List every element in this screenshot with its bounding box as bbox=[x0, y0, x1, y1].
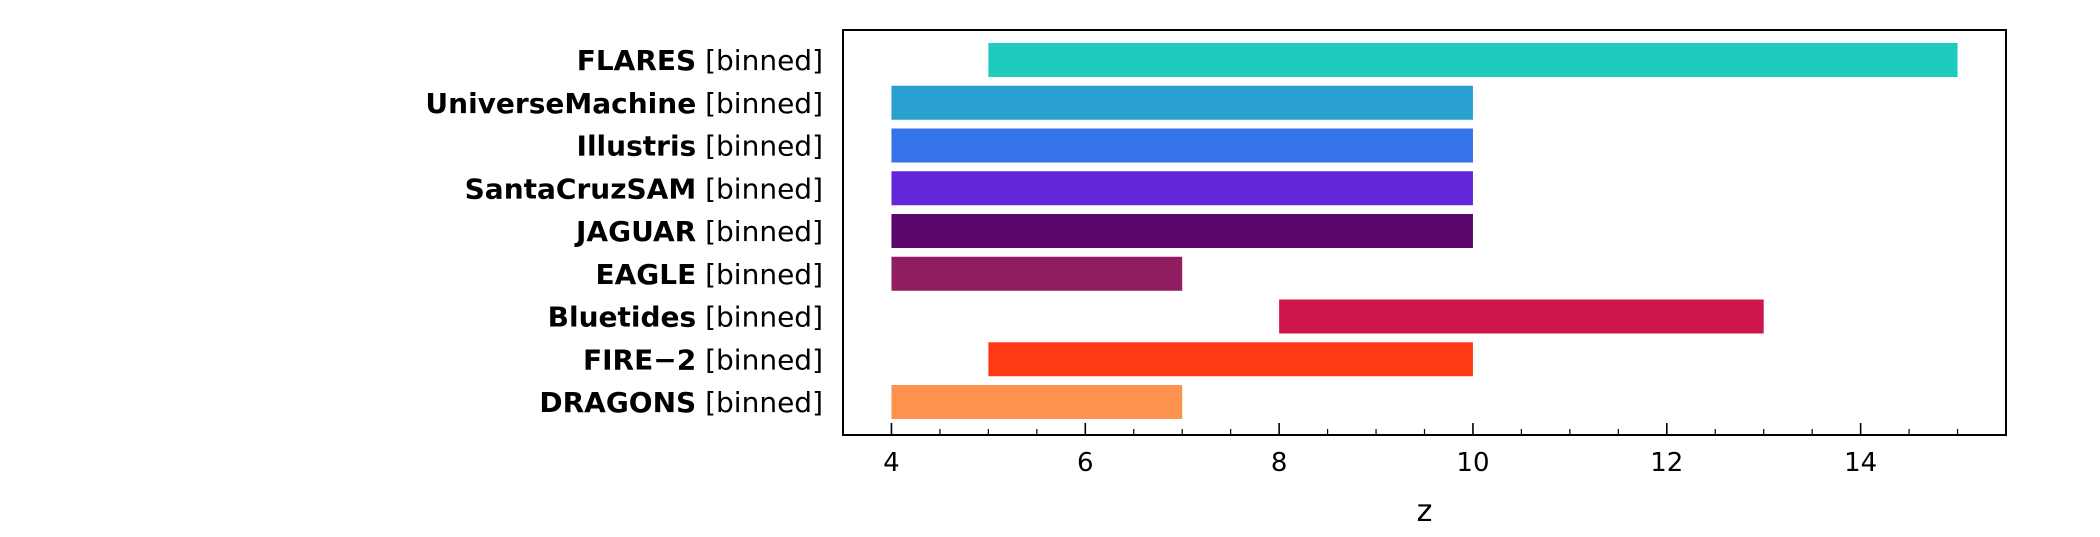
row-tag-santacruzsam: [binned] bbox=[696, 172, 823, 205]
x-tick-label-6: 6 bbox=[1077, 448, 1094, 478]
bars-layer bbox=[891, 43, 1958, 419]
row-name-jaguar: JAGUAR bbox=[574, 215, 696, 248]
row-label-bluetides: Bluetides [binned] bbox=[548, 301, 823, 334]
row-name-illustris: Illustris bbox=[577, 130, 697, 163]
row-label-universemachine: UniverseMachine [binned] bbox=[425, 87, 823, 120]
row-name-flares: FLARES bbox=[577, 44, 697, 77]
row-name-eagle: EAGLE bbox=[595, 258, 696, 291]
bar-flares bbox=[988, 43, 1958, 77]
row-label-santacruzsam: SantaCruzSAM [binned] bbox=[465, 172, 823, 205]
row-label-illustris: Illustris [binned] bbox=[577, 130, 823, 163]
bar-santacruzsam bbox=[891, 171, 1473, 206]
row-tag-universemachine: [binned] bbox=[696, 87, 823, 120]
row-label-jaguar: JAGUAR [binned] bbox=[574, 215, 823, 248]
row-tag-fire-2: [binned] bbox=[696, 343, 823, 376]
row-label-flares: FLARES [binned] bbox=[577, 44, 823, 77]
row-name-bluetides: Bluetides bbox=[548, 301, 697, 334]
x-tick-label-8: 8 bbox=[1271, 448, 1288, 478]
x-tick-label-4: 4 bbox=[883, 448, 900, 478]
bar-fire-2 bbox=[988, 342, 1473, 377]
labels-layer: FLARES [binned]UniverseMachine [binned]I… bbox=[425, 44, 823, 419]
row-tag-eagle: [binned] bbox=[696, 258, 823, 291]
row-tag-jaguar: [binned] bbox=[696, 215, 823, 248]
row-label-dragons: DRAGONS [binned] bbox=[539, 386, 823, 419]
row-tag-dragons: [binned] bbox=[696, 386, 823, 419]
x-tick-label-14: 14 bbox=[1844, 448, 1877, 478]
row-label-eagle: EAGLE [binned] bbox=[595, 258, 823, 291]
bar-illustris bbox=[891, 128, 1473, 163]
x-tick-label-10: 10 bbox=[1456, 448, 1489, 478]
bar-dragons bbox=[891, 385, 1183, 419]
row-tag-illustris: [binned] bbox=[696, 130, 823, 163]
x-axis-label: z bbox=[1417, 494, 1433, 529]
bar-universemachine bbox=[891, 85, 1473, 120]
x-tick-label-12: 12 bbox=[1650, 448, 1683, 478]
row-label-fire-2: FIRE−2 [binned] bbox=[583, 343, 823, 376]
row-name-santacruzsam: SantaCruzSAM bbox=[465, 172, 697, 205]
row-name-universemachine: UniverseMachine bbox=[425, 87, 696, 120]
row-name-fire-2: FIRE−2 bbox=[583, 343, 696, 376]
bar-jaguar bbox=[891, 214, 1473, 248]
ticks-layer: 4 6 8 10 12 14 bbox=[842, 423, 2007, 478]
bar-eagle bbox=[891, 256, 1183, 291]
bar-bluetides bbox=[1279, 299, 1764, 334]
row-tag-flares: [binned] bbox=[696, 44, 823, 77]
row-name-dragons: DRAGONS bbox=[539, 386, 696, 419]
row-tag-bluetides: [binned] bbox=[696, 301, 823, 334]
